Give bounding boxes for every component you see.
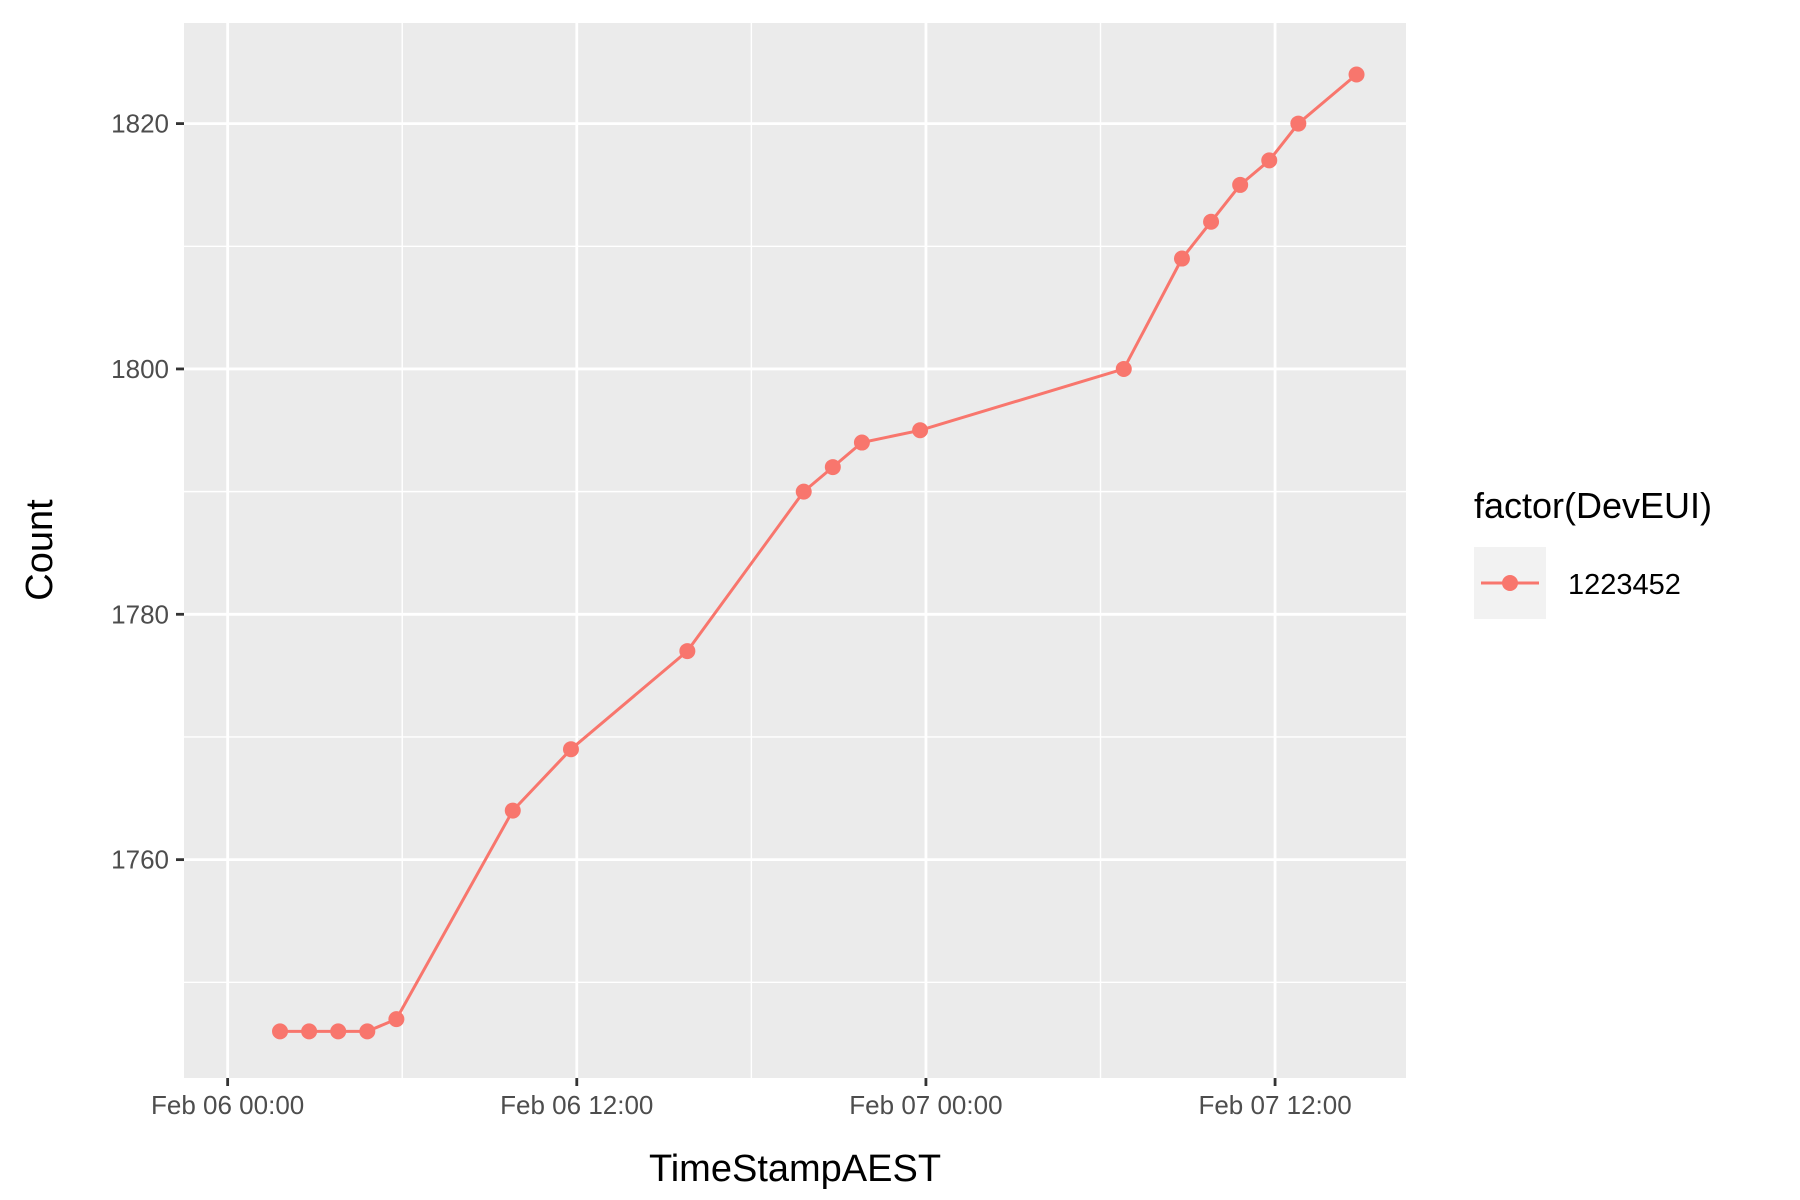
- x-tick-label: Feb 06 00:00: [151, 1090, 304, 1120]
- data-point: [1203, 213, 1220, 230]
- legend-key-point: [1502, 575, 1518, 591]
- data-point: [1115, 360, 1132, 377]
- data-point: [853, 434, 870, 451]
- y-tick-label: 1760: [111, 845, 169, 875]
- data-point: [824, 459, 841, 476]
- data-point: [795, 483, 812, 500]
- x-tick-label: Feb 07 12:00: [1198, 1090, 1351, 1120]
- legend-label-1223452: 1223452: [1568, 569, 1681, 601]
- y-tick-label: 1780: [111, 599, 169, 629]
- y-tick-label: 1820: [111, 109, 169, 139]
- x-tick-label: Feb 07 00:00: [849, 1090, 1002, 1120]
- data-point: [912, 422, 929, 439]
- data-point: [562, 741, 579, 758]
- x-axis: Feb 06 00:00 Feb 06 12:00 Feb 07 00:00 Feb …: [151, 1078, 1352, 1120]
- plot-panel: [184, 23, 1406, 1078]
- data-point: [1173, 250, 1190, 267]
- series-layer: [272, 66, 1365, 1040]
- x-axis-title: TimeStampAEST: [649, 1148, 941, 1190]
- grid-minor: [184, 23, 1406, 1078]
- data-point: [1232, 176, 1249, 193]
- data-point: [504, 802, 521, 819]
- grid-major: [184, 23, 1406, 1078]
- data-point: [679, 643, 696, 660]
- legend-title: factor(DevEUI): [1474, 485, 1712, 526]
- legend: factor(DevEUI) 1223452: [1474, 485, 1712, 619]
- y-axis: 1760 1780 1800 1820: [111, 109, 184, 875]
- x-tick-label: Feb 06 12:00: [500, 1090, 653, 1120]
- data-point: [272, 1023, 289, 1040]
- data-point: [1261, 152, 1278, 169]
- data-point: [301, 1023, 318, 1040]
- data-point: [1348, 66, 1365, 83]
- y-tick-label: 1800: [111, 354, 169, 384]
- y-axis-title: Count: [19, 499, 61, 601]
- data-point: [359, 1023, 376, 1040]
- data-point: [1290, 115, 1307, 132]
- data-point: [388, 1011, 405, 1028]
- data-point: [330, 1023, 347, 1040]
